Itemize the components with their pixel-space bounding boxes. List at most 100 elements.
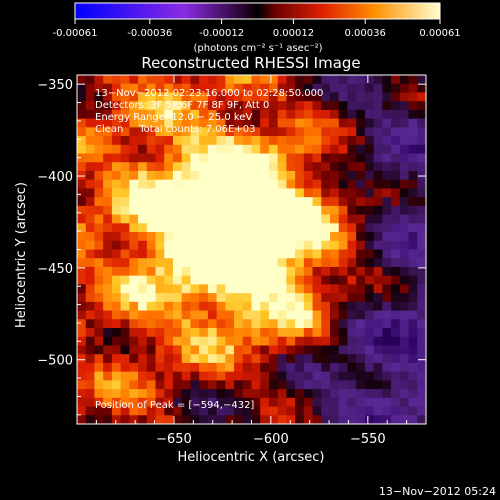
heatmap-cell: [94, 336, 104, 347]
heatmap-cell: [382, 153, 392, 163]
heatmap-cell: [399, 354, 410, 364]
heatmap-cell: [286, 101, 296, 111]
heatmap-cell: [399, 75, 410, 85]
heatmap-cell: [216, 249, 226, 259]
heatmap-cell: [155, 371, 165, 381]
heatmap-cell: [364, 197, 375, 207]
heatmap-cell: [77, 266, 87, 277]
heatmap-cell: [399, 301, 410, 312]
heatmap-cell: [382, 214, 392, 224]
heatmap-cell: [373, 240, 383, 251]
heatmap-cell: [138, 328, 148, 338]
heatmap-cell: [120, 345, 130, 355]
heatmap-cell: [129, 109, 139, 120]
heatmap-cell: [138, 389, 148, 399]
heatmap-cell: [382, 136, 392, 146]
heatmap-cell: [129, 197, 139, 207]
heatmap-cell: [225, 284, 235, 294]
heatmap-cell: [408, 310, 418, 320]
heatmap-cell: [312, 214, 322, 224]
heatmap-cell: [382, 354, 392, 364]
heatmap-cell: [225, 354, 235, 364]
heatmap-cell: [111, 223, 122, 233]
heatmap-cell: [399, 162, 410, 172]
heatmap-cell: [277, 266, 287, 277]
heatmap-cell: [356, 397, 366, 408]
y-tick-label: −500: [37, 354, 73, 369]
colorbar-ticks: -0.00061 -0.00036 -0.00012 0.00012 0.00036 0.…: [53, 19, 461, 39]
heatmap-cell: [216, 415, 226, 424]
heatmap-cell: [164, 197, 174, 207]
heatmap-cell: [103, 153, 113, 163]
heatmap-cell: [277, 205, 287, 216]
heatmap-cell: [199, 162, 209, 172]
heatmap-cell: [364, 293, 375, 303]
heatmap-cell: [268, 75, 279, 85]
heatmap-cell: [216, 232, 226, 242]
heatmap-cell: [312, 223, 322, 233]
heatmap-cell: [417, 223, 426, 233]
heatmap-cell: [321, 101, 331, 111]
heatmap-cell: [356, 249, 366, 259]
heatmap-cell: [199, 153, 209, 163]
heatmap-cell: [391, 319, 401, 329]
heatmap-cell: [391, 371, 401, 381]
heatmap-cell: [85, 266, 96, 277]
heatmap-cell: [391, 415, 401, 424]
heatmap-cell: [234, 118, 244, 128]
heatmap-cell: [356, 275, 366, 285]
heatmap-cell: [268, 92, 279, 102]
heatmap-cell: [181, 162, 192, 172]
heatmap-cell: [373, 284, 383, 294]
heatmap-cell: [207, 328, 218, 338]
heatmap-cell: [356, 162, 366, 172]
heatmap-cell: [111, 293, 122, 303]
heatmap-cell: [399, 371, 410, 381]
heatmap-cell: [382, 232, 392, 242]
heatmap-cell: [199, 109, 209, 120]
heatmap-cell: [373, 109, 383, 120]
heatmap-cell: [382, 205, 392, 216]
heatmap-cell: [417, 397, 426, 408]
heatmap-cell: [225, 293, 235, 303]
heatmap-cell: [338, 118, 349, 128]
heatmap-cell: [268, 118, 279, 128]
heatmap-cell: [207, 214, 218, 224]
heatmap-cell: [295, 197, 305, 207]
heatmap-cell: [382, 275, 392, 285]
heatmap-cell: [373, 188, 383, 198]
heatmap-cell: [234, 284, 244, 294]
heatmap-cell: [364, 415, 375, 424]
heatmap-cell: [347, 310, 357, 320]
heatmap-cell: [295, 101, 305, 111]
heatmap-cell: [216, 83, 226, 94]
heatmap-cell: [347, 371, 357, 381]
heatmap-cell: [190, 258, 200, 268]
heatmap-cell: [251, 415, 261, 424]
heatmap-cell: [138, 205, 148, 216]
heatmap-cell: [181, 319, 192, 329]
heatmap-cell: [399, 118, 410, 128]
heatmap-cell: [408, 362, 418, 373]
heatmap-cell: [242, 188, 253, 198]
heatmap-cell: [417, 153, 426, 163]
heatmap-cell: [251, 75, 261, 85]
heatmap-cell: [417, 101, 426, 111]
heatmap-cell: [77, 188, 87, 198]
heatmap-cell: [172, 223, 183, 233]
heatmap-cell: [172, 266, 183, 277]
heatmap-cell: [234, 232, 244, 242]
heatmap-cell: [338, 275, 349, 285]
heatmap-cell: [77, 136, 87, 146]
heatmap-cell: [138, 197, 148, 207]
heatmap-cell: [120, 223, 130, 233]
heatmap-cell: [399, 223, 410, 233]
colorbar-units: (photons cm⁻² s⁻¹ asec⁻²): [193, 43, 322, 54]
heatmap-cell: [172, 371, 183, 381]
heatmap-cell: [338, 153, 349, 163]
heatmap-cell: [138, 319, 148, 329]
heatmap-cell: [242, 179, 253, 190]
heatmap-cell: [260, 83, 270, 94]
heatmap-cell: [155, 380, 165, 390]
heatmap-cell: [347, 92, 357, 102]
